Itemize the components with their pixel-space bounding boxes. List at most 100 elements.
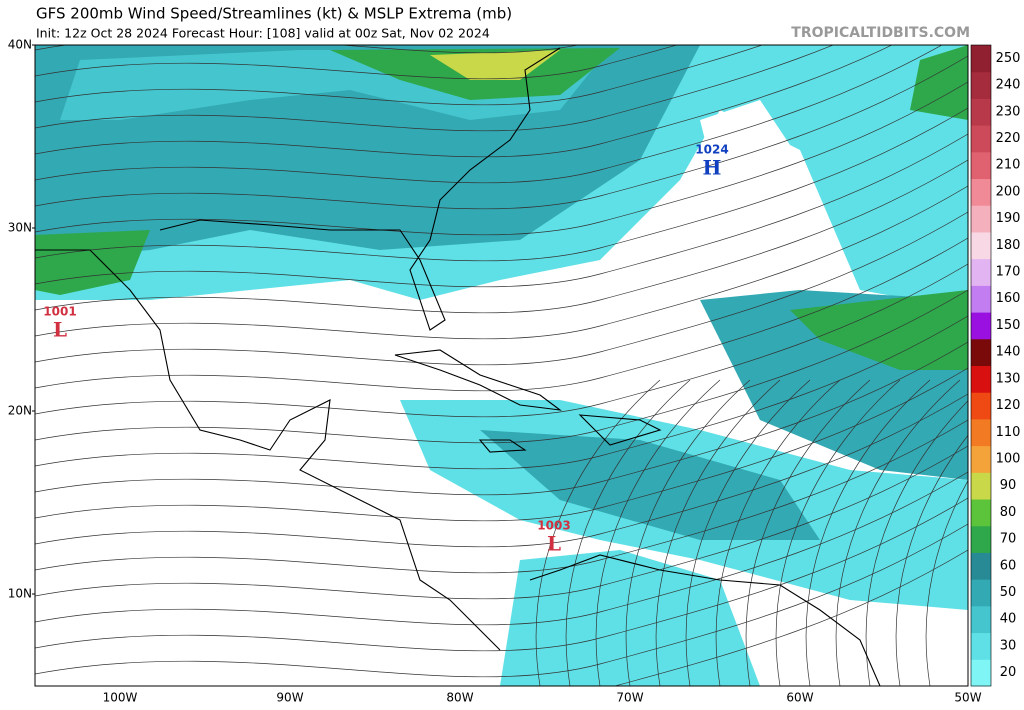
colorbar-label: 80 (1000, 505, 1017, 520)
colorbar-segment (971, 45, 991, 73)
colorbar-label: 190 (996, 211, 1021, 226)
streamline (745, 379, 871, 686)
colorbar-segment (971, 392, 991, 420)
wind-fill (480, 430, 820, 540)
streamline (865, 400, 968, 686)
colorbar-label: 230 (996, 104, 1021, 119)
streamline (595, 379, 721, 686)
lat-label: 30N (8, 221, 32, 235)
streamline (35, 45, 679, 80)
colorbar-label: 130 (996, 371, 1021, 386)
streamline (715, 379, 841, 686)
colorbar-segment (971, 632, 991, 660)
streamline (35, 523, 968, 678)
colorbar-segment (971, 552, 991, 580)
pressure-symbol: H (703, 156, 722, 180)
lat-label: 40N (8, 38, 32, 52)
lon-label: 100W (103, 691, 138, 705)
colorbar-label: 150 (996, 318, 1021, 333)
colorbar-segment (971, 178, 991, 206)
colorbar-segment (971, 445, 991, 473)
colorbar-segment (971, 205, 991, 233)
colorbar-segment (971, 258, 991, 286)
colorbar-label: 90 (1000, 478, 1017, 493)
streamline (35, 133, 968, 288)
pressure-value: 1024 (695, 143, 728, 157)
lon-label: 50W (954, 691, 981, 705)
streamline (35, 45, 943, 184)
wind-fill (35, 230, 150, 295)
colorbar-label: 170 (996, 265, 1021, 280)
pressure-symbol: L (547, 532, 561, 556)
streamline (35, 55, 968, 210)
colorbar-segment (971, 125, 991, 153)
lon-label: 80W (446, 691, 473, 705)
lon-label: 90W (276, 691, 303, 705)
lat-label: 10N (8, 587, 32, 601)
colorbar-label: 30 (1000, 638, 1017, 653)
map-frame (34, 44, 969, 687)
streamline (775, 379, 901, 686)
title: GFS 200mb Wind Speed/Streamlines (kt) & … (36, 5, 512, 23)
wind-fill (500, 550, 760, 686)
streamline (35, 211, 968, 366)
streamline (35, 315, 968, 470)
streamline (565, 379, 691, 686)
streamline (895, 434, 968, 686)
colorbar-segment (971, 151, 991, 180)
colorbar-label: 120 (996, 398, 1021, 413)
streamline (35, 497, 968, 652)
streamline (35, 263, 968, 418)
colorbar-segment (971, 579, 991, 607)
wind-fill (700, 100, 800, 250)
colorbar-segment (971, 365, 991, 393)
pressure-symbol: L (53, 318, 67, 342)
coastlines (35, 47, 881, 686)
colorbar-label: 140 (996, 345, 1021, 360)
colorbar-label: 20 (1000, 665, 1017, 680)
colorbar-segment (971, 472, 991, 500)
lon-label: 60W (786, 691, 813, 705)
streamline (35, 445, 968, 600)
colorbar-label: 250 (996, 51, 1021, 66)
subtitle: Init: 12z Oct 28 2024 Forecast Hour: [10… (36, 26, 490, 41)
colorbar-segment (971, 231, 991, 260)
wind-fill (910, 45, 968, 120)
streamline (35, 367, 968, 522)
colorbar-label: 160 (996, 291, 1021, 306)
streamline (35, 45, 893, 158)
colorbar-label: 40 (1000, 612, 1017, 627)
pressure-value: 1001 (43, 305, 76, 319)
colorbar-segment (971, 338, 991, 366)
streamline (35, 289, 968, 444)
streamline (35, 471, 968, 626)
colorbar-label: 70 (1000, 532, 1017, 547)
streamline (805, 379, 931, 686)
streamline (685, 379, 811, 686)
streamline (655, 379, 781, 686)
colorbar-label: 110 (996, 425, 1021, 440)
wind-fill (790, 290, 968, 370)
streamline (35, 237, 968, 392)
lat-label: 20N (8, 404, 32, 418)
streamline (835, 379, 961, 686)
streamline (35, 107, 968, 262)
colorbar-label: 100 (996, 451, 1021, 466)
colorbar-segment (971, 499, 991, 527)
watermark: TROPICALTIDBITS.COM (791, 25, 970, 41)
colorbar-label: 60 (1000, 558, 1017, 573)
streamline (35, 45, 580, 54)
colorbar-label: 220 (996, 131, 1021, 146)
colorbar-label: 240 (996, 78, 1021, 93)
streamline (35, 185, 968, 340)
pressure-value: 1003 (537, 519, 570, 533)
colorbar-segment (971, 312, 991, 340)
streamlines (35, 45, 968, 686)
colorbar-segment (971, 285, 991, 313)
colorbar-label: 50 (1000, 585, 1017, 600)
colorbar-segment (971, 525, 991, 553)
colorbar-label: 210 (996, 158, 1021, 173)
streamline (535, 379, 661, 686)
lon-label: 70W (616, 691, 643, 705)
